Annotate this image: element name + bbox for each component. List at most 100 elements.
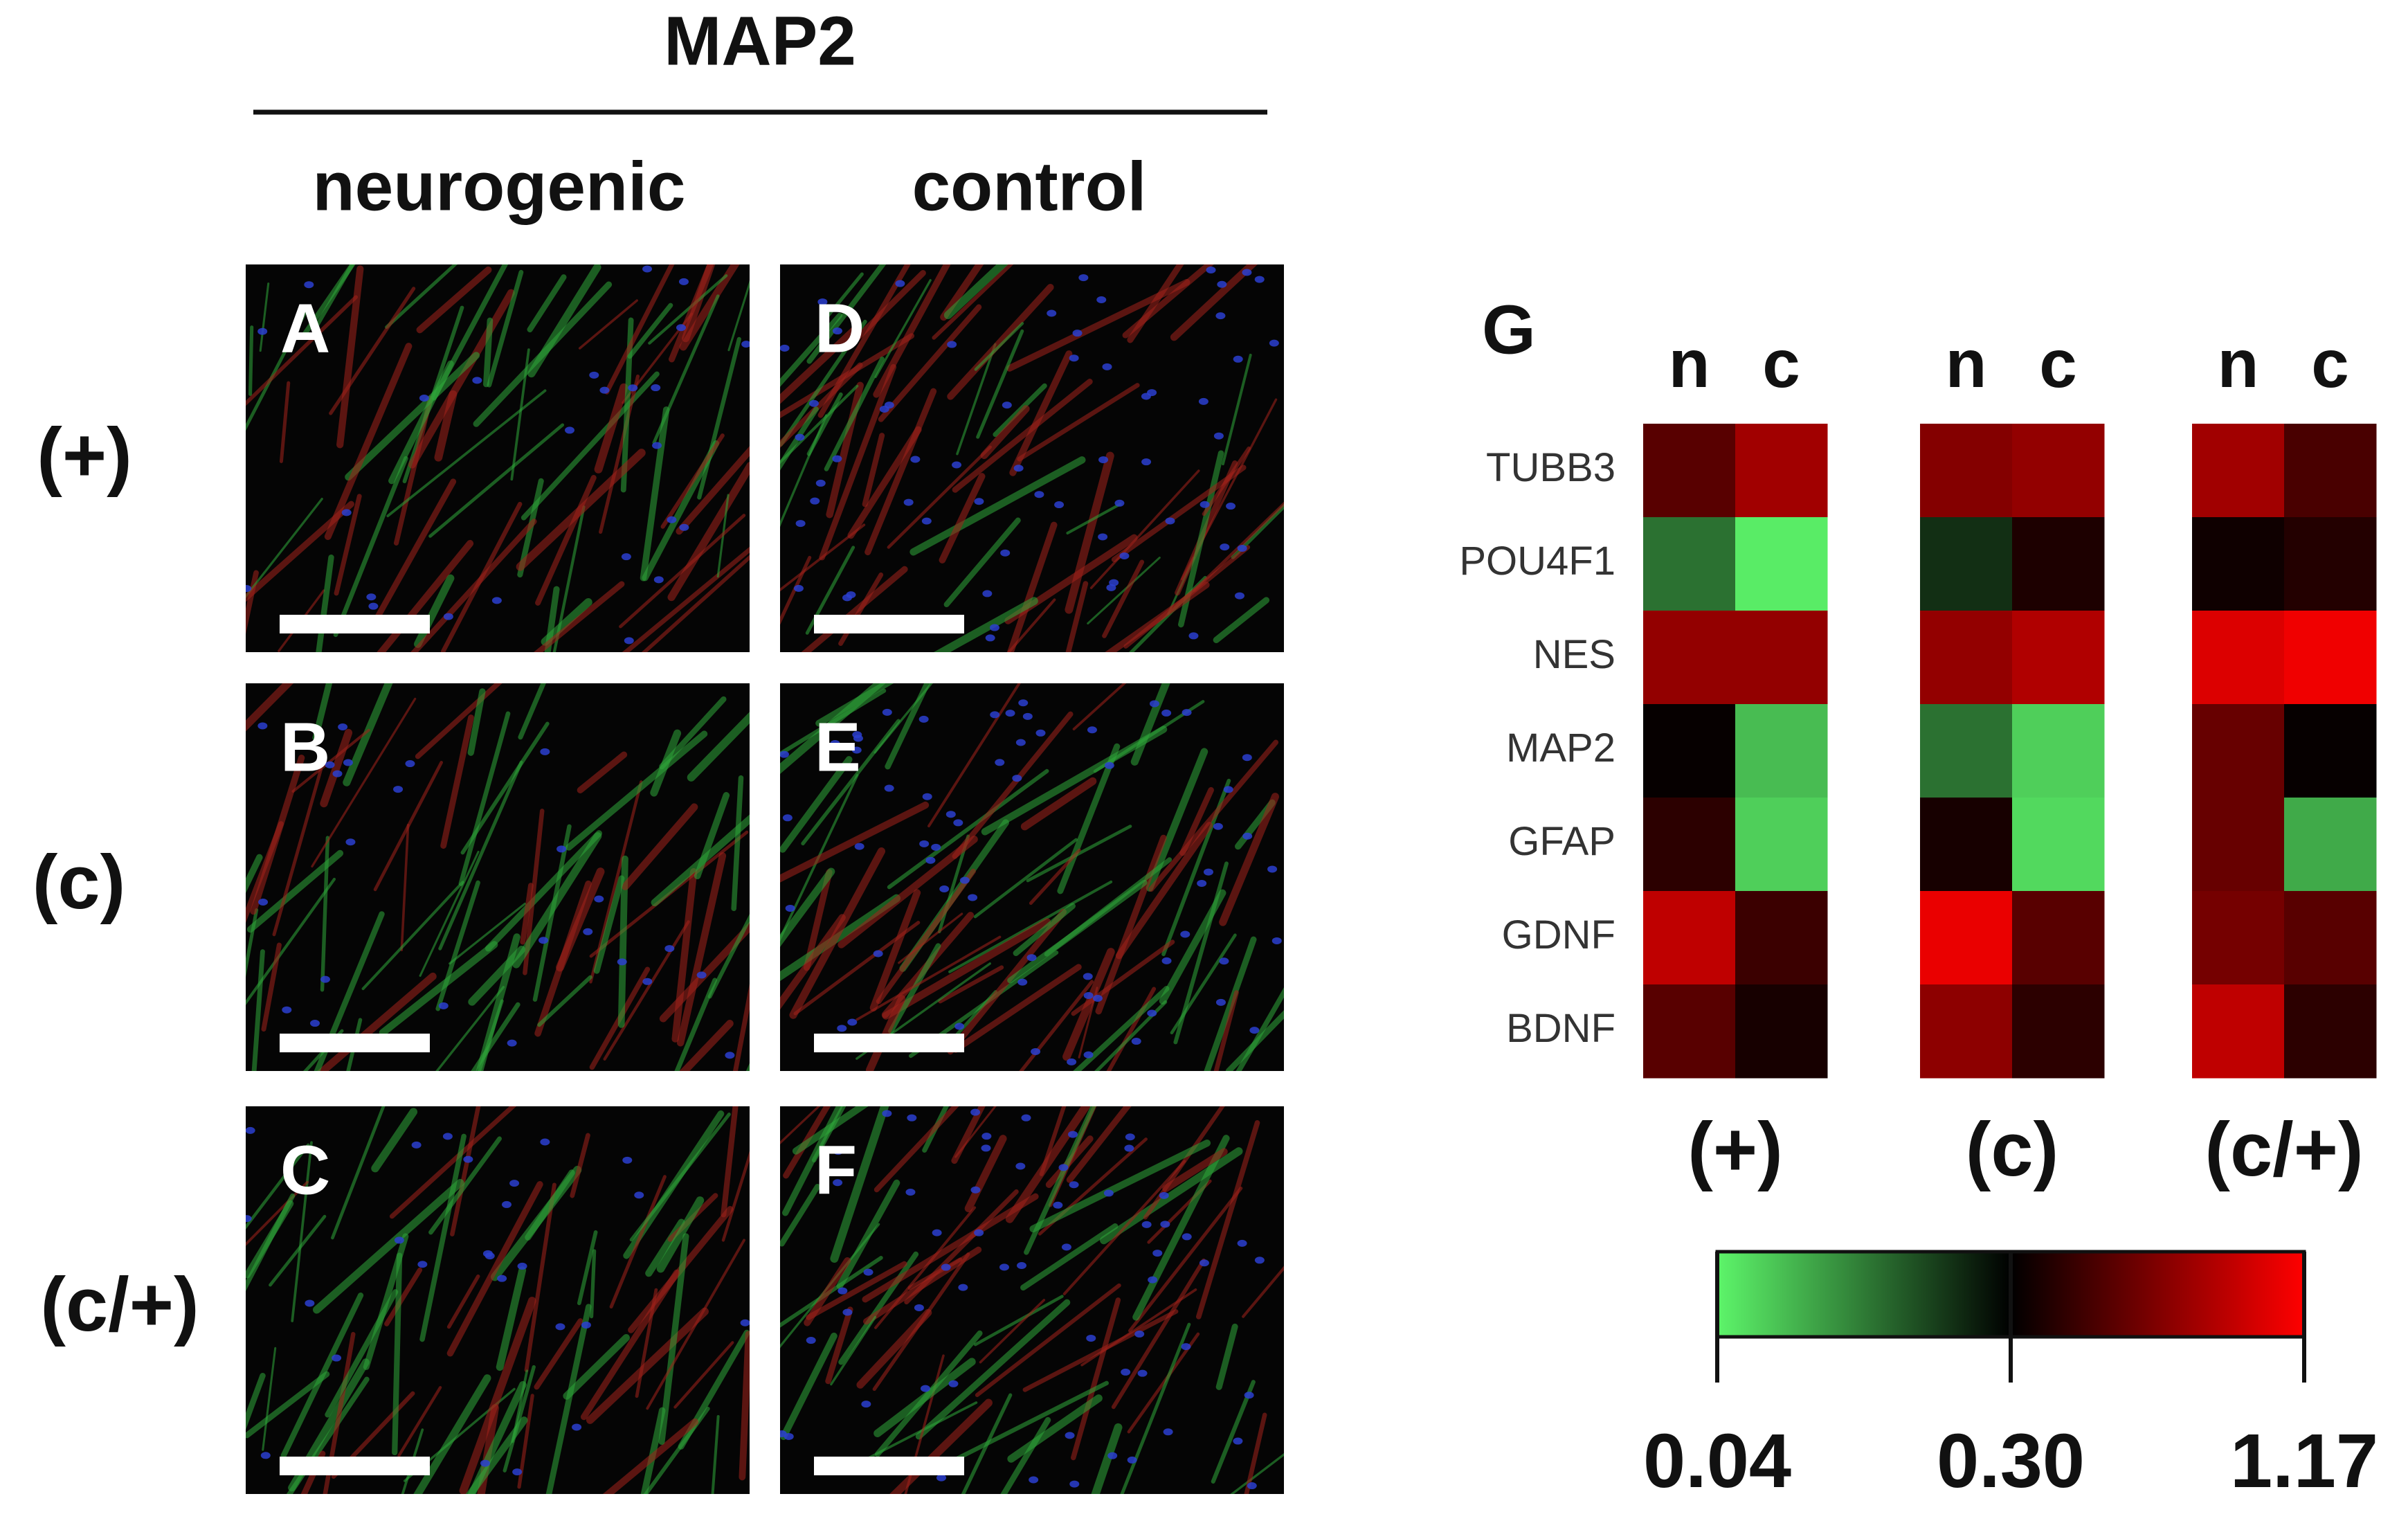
- cell-process: [780, 756, 853, 853]
- nucleus: [1067, 1058, 1077, 1065]
- cell-process: [1019, 980, 1094, 1071]
- nucleus: [1223, 786, 1233, 793]
- panel-letter: E: [815, 708, 861, 786]
- cell-process: [248, 325, 254, 396]
- cell-process: [721, 1151, 750, 1242]
- micrograph: D: [780, 264, 1284, 652]
- cell-process: [980, 405, 1030, 460]
- cell-process: [943, 264, 1008, 320]
- cell-process: [1024, 1106, 1096, 1255]
- cell-process: [1089, 469, 1200, 589]
- nucleus: [1029, 1476, 1039, 1484]
- cell-process: [640, 406, 670, 582]
- nucleus: [393, 786, 404, 793]
- nucleus: [1254, 276, 1265, 283]
- cell-process: [707, 914, 750, 999]
- cell-process: [806, 1261, 907, 1320]
- cell-process: [964, 1135, 1007, 1213]
- cell-process: [981, 726, 1168, 836]
- heatmap-cell: [2284, 611, 2377, 705]
- nucleus: [1203, 868, 1213, 876]
- cell-process: [291, 728, 370, 793]
- cell-process: [780, 406, 819, 471]
- nucleus: [1061, 1243, 1071, 1251]
- cell-process: [909, 456, 1086, 556]
- cell-process: [830, 1315, 877, 1386]
- cell-process: [367, 478, 457, 633]
- nucleus: [970, 1186, 981, 1194]
- heatmap-cell: [2192, 611, 2285, 705]
- nucleus: [907, 1114, 917, 1122]
- column-label: c: [2311, 325, 2349, 402]
- cell-process: [410, 519, 537, 652]
- cell-process: [885, 683, 931, 770]
- cell-process: [419, 1133, 467, 1342]
- cell-process: [641, 555, 750, 652]
- nucleus: [258, 899, 269, 906]
- cell-process: [1120, 1322, 1191, 1494]
- cell-process: [874, 279, 932, 379]
- nucleus: [634, 1191, 644, 1199]
- nucleus: [1161, 957, 1172, 964]
- cell-process: [415, 683, 503, 759]
- nucleus: [990, 711, 1000, 719]
- nucleus: [419, 394, 429, 402]
- nucleus: [1053, 1201, 1063, 1209]
- nucleus: [512, 1468, 523, 1476]
- cell-process: [1111, 1258, 1206, 1410]
- nucleus: [782, 814, 793, 822]
- cell-process: [1065, 581, 1089, 652]
- cell-process: [251, 949, 265, 1071]
- cell-process: [246, 306, 309, 431]
- cell-process: [801, 719, 900, 846]
- cell-process: [1013, 903, 1076, 957]
- group-label: (c): [1966, 1107, 2058, 1192]
- cell-process: [745, 1063, 750, 1071]
- cell-process: [659, 921, 750, 1023]
- cell-process: [815, 683, 894, 727]
- cell-process: [503, 1365, 536, 1473]
- scale-bar: [814, 615, 964, 633]
- cell-process: [806, 264, 887, 364]
- nucleus: [305, 1299, 315, 1307]
- cell-process: [658, 1233, 689, 1445]
- heatmap-cell: [1643, 798, 1736, 892]
- cell-process: [938, 965, 1004, 1004]
- cell-process: [317, 972, 437, 1071]
- cell-process: [1219, 793, 1279, 926]
- cell-process: [627, 303, 673, 359]
- cell-process: [577, 751, 628, 793]
- nucleus: [1152, 1250, 1163, 1257]
- heatmap-cell: [1735, 517, 1828, 611]
- cell-process: [438, 760, 523, 951]
- cell-process: [482, 317, 494, 388]
- nucleus: [947, 341, 957, 348]
- nucleus: [1002, 402, 1012, 409]
- nucleus: [959, 876, 970, 884]
- figure-title: MAP2: [664, 2, 856, 80]
- cell-process: [1005, 1106, 1091, 1223]
- cell-process: [804, 1257, 851, 1326]
- nucleus: [1233, 1437, 1243, 1445]
- cell-process: [250, 754, 305, 915]
- heatmap-cell: [1735, 704, 1828, 798]
- cell-process: [246, 877, 336, 1006]
- cell-process: [510, 348, 530, 481]
- cell-process: [1102, 559, 1145, 638]
- nucleus: [642, 265, 653, 273]
- cell-process: [819, 363, 897, 561]
- nucleus: [599, 386, 610, 394]
- nucleus: [970, 1108, 981, 1116]
- cell-process: [789, 847, 886, 1019]
- nucleus: [664, 945, 675, 953]
- nucleus: [810, 497, 820, 505]
- scale-bar: [280, 615, 430, 633]
- nucleus: [1069, 1480, 1080, 1488]
- cell-process: [1235, 987, 1284, 1071]
- cell-process: [780, 914, 846, 1010]
- nucleus: [1237, 544, 1247, 552]
- nucleus: [995, 759, 1005, 766]
- cell-process: [876, 868, 976, 1005]
- nucleus: [509, 1180, 520, 1187]
- nucleus: [1217, 280, 1227, 288]
